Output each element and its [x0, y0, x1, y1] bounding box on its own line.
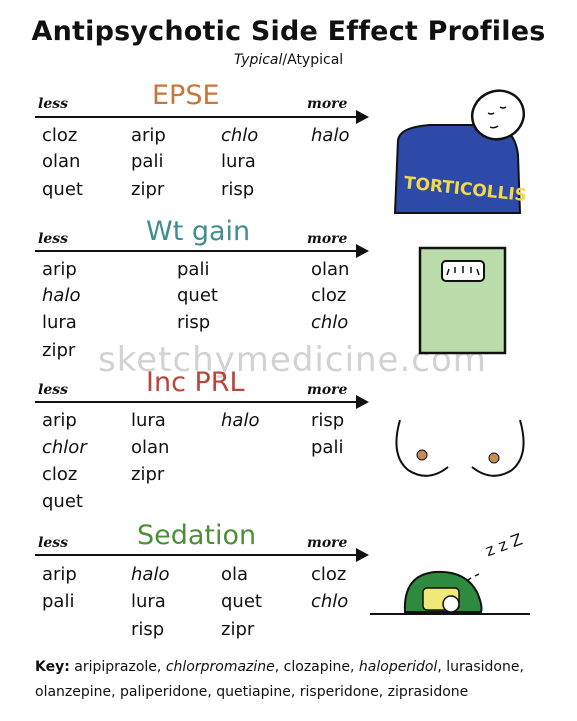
drug-label: lura	[131, 410, 166, 431]
drug-label: cloz	[311, 285, 347, 306]
drug-label: ola	[221, 564, 249, 585]
drug-label: arip	[42, 410, 77, 431]
key-text: , lurasidone,	[437, 659, 524, 675]
more-label: more	[307, 382, 348, 398]
torticollis-illustration: TORTICOLLIS	[393, 89, 528, 214]
drug-label: cloz	[42, 464, 78, 485]
drug-label: olan	[311, 259, 350, 280]
more-label: more	[307, 96, 348, 112]
breasts-illustration	[395, 419, 525, 477]
drug-label: arip	[131, 125, 166, 146]
subtitle-atypical: Atypical	[287, 52, 344, 68]
drug-label: zipr	[131, 464, 165, 485]
drug-label: cloz	[311, 564, 347, 585]
drug-label: zipr	[221, 619, 255, 640]
drug-label: pali	[131, 151, 164, 172]
drug-label: arip	[42, 259, 77, 280]
drug-label: chlo	[311, 591, 349, 612]
drug-label: lura	[131, 591, 166, 612]
key-text: aripiprazole,	[74, 659, 166, 675]
drug-label: zipr	[42, 340, 76, 361]
drug-label: halo	[131, 564, 170, 585]
drug-label: pali	[42, 591, 75, 612]
key-legend: Key: aripiprazole, chlorpromazine, cloza…	[35, 655, 555, 705]
drug-label: chlor	[42, 437, 87, 458]
drug-label: arip	[42, 564, 77, 585]
page-title: Antipsychotic Side Effect Profiles	[31, 16, 546, 47]
drug-label: lura	[221, 151, 256, 172]
drug-label: pali	[177, 259, 210, 280]
drug-label: risp	[221, 179, 255, 200]
drug-label: quet	[42, 491, 83, 512]
subtitle-typical: Typical	[233, 52, 283, 68]
scale-arrow	[35, 244, 369, 258]
drug-label: chlo	[311, 312, 349, 333]
drug-label: zipr	[131, 179, 165, 200]
key-text: haloperidol	[358, 659, 438, 675]
drug-label: pali	[311, 437, 344, 458]
sleep-z-text: z z Z	[483, 529, 525, 560]
section-title-sedation: Sedation	[137, 520, 257, 551]
drug-label: risp	[311, 410, 345, 431]
section-title-epse: EPSE	[152, 80, 220, 111]
drug-label: quet	[177, 285, 218, 306]
key-text: olanzepine, paliperidone, quetiapine, ri…	[35, 684, 469, 700]
less-label: less	[38, 382, 68, 398]
page-subtitle: Typical/Atypical	[0, 52, 577, 68]
more-label: more	[307, 535, 348, 551]
drug-label: halo	[221, 410, 260, 431]
scale-arrow	[35, 395, 369, 409]
scale-arrow	[35, 548, 369, 562]
key-label: Key:	[35, 659, 70, 675]
drug-label: quet	[42, 179, 83, 200]
section-title-inc-prl: Inc PRL	[146, 367, 245, 398]
less-label: less	[38, 231, 68, 247]
drug-label: olan	[42, 151, 81, 172]
drug-label: cloz	[42, 125, 78, 146]
subtitle-slash: /	[282, 52, 288, 68]
scale-illustration	[418, 246, 507, 355]
more-label: more	[307, 231, 348, 247]
drug-label: risp	[131, 619, 165, 640]
scale-arrow	[35, 110, 369, 124]
less-label: less	[38, 96, 68, 112]
sleeping-illustration: z z Z	[370, 529, 530, 615]
section-title-wt-gain: Wt gain	[146, 216, 251, 247]
drug-label: halo	[42, 285, 81, 306]
drug-label: quet	[221, 591, 262, 612]
drug-label: olan	[131, 437, 170, 458]
less-label: less	[38, 535, 68, 551]
key-text: , clozapine,	[274, 659, 359, 675]
drug-label: chlo	[221, 125, 259, 146]
drug-label: lura	[42, 312, 77, 333]
key-text: chlorpromazine	[165, 659, 275, 675]
drug-label: halo	[311, 125, 350, 146]
drug-label: risp	[177, 312, 211, 333]
